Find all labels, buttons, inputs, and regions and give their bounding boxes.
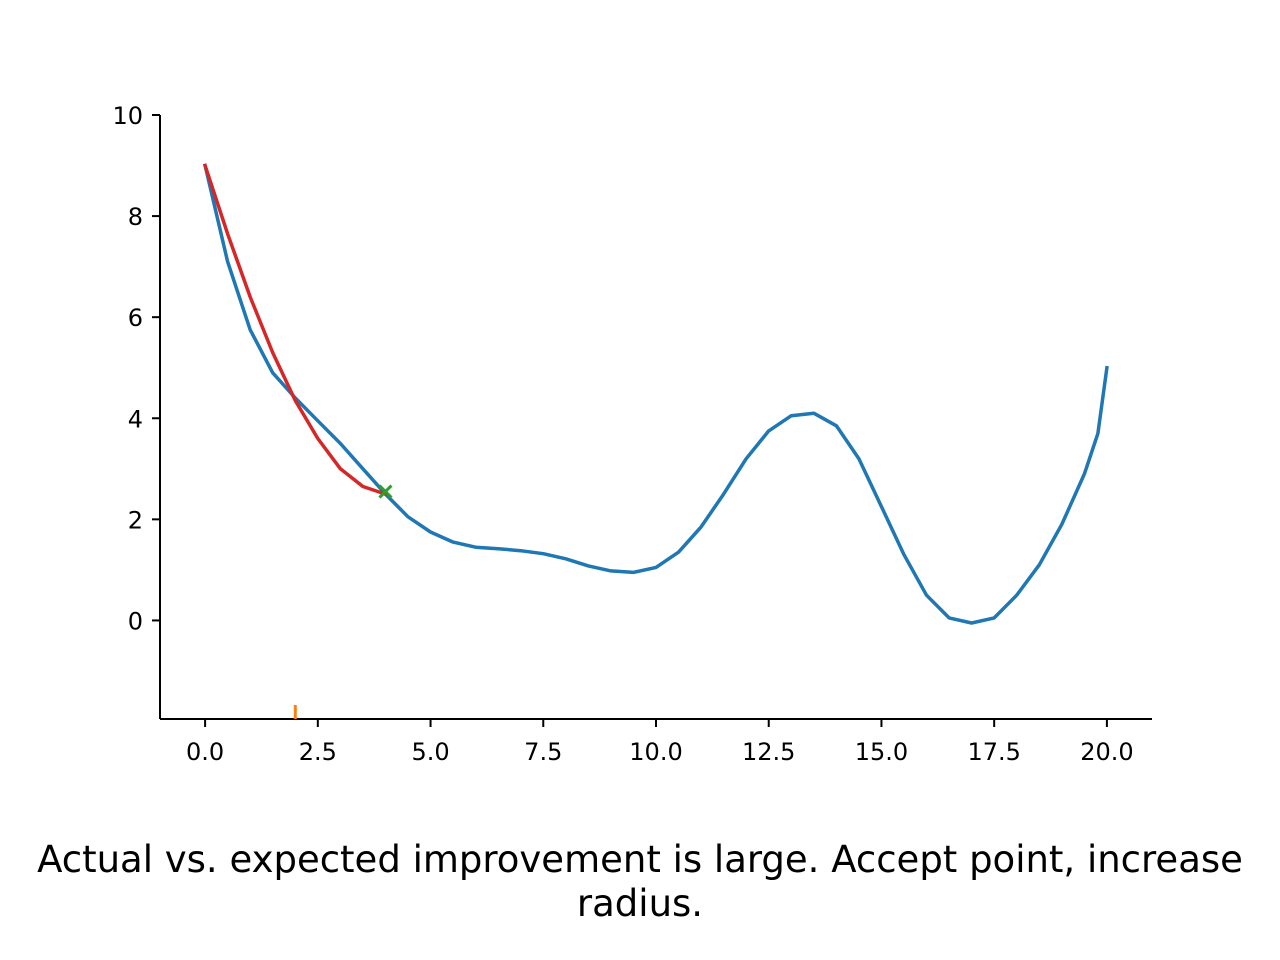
x-tick-label: 15.0 xyxy=(855,738,908,766)
y-tick-label: 8 xyxy=(128,203,143,231)
x-axis-ticks: 0.0 2.5 5.0 7.5 10.0 12.5 15.0 17.5 20.0 xyxy=(186,719,1134,766)
chart-caption: Actual vs. expected improvement is large… xyxy=(37,838,1243,925)
axes xyxy=(159,115,1152,720)
y-axis-ticks: 0 2 4 6 8 10 xyxy=(112,102,160,635)
x-tick-label: 20.0 xyxy=(1080,738,1133,766)
model-approximation-line xyxy=(202,163,388,497)
x-tick-label: 10.0 xyxy=(629,738,682,766)
series-layer xyxy=(202,163,1109,719)
objective-function-line xyxy=(202,163,1109,625)
candidate-point-marker xyxy=(378,484,393,499)
x-tick-label: 12.5 xyxy=(742,738,795,766)
x-tick-label: 5.0 xyxy=(411,738,449,766)
y-tick-label: 10 xyxy=(112,102,143,130)
x-tick-label: 0.0 xyxy=(186,738,224,766)
y-tick-label: 0 xyxy=(128,607,143,635)
y-tick-label: 2 xyxy=(128,506,143,534)
y-tick-label: 4 xyxy=(128,405,143,433)
x-tick-label: 7.5 xyxy=(524,738,562,766)
y-tick-label: 6 xyxy=(128,304,143,332)
x-tick-label: 2.5 xyxy=(299,738,337,766)
x-tick-label: 17.5 xyxy=(967,738,1020,766)
